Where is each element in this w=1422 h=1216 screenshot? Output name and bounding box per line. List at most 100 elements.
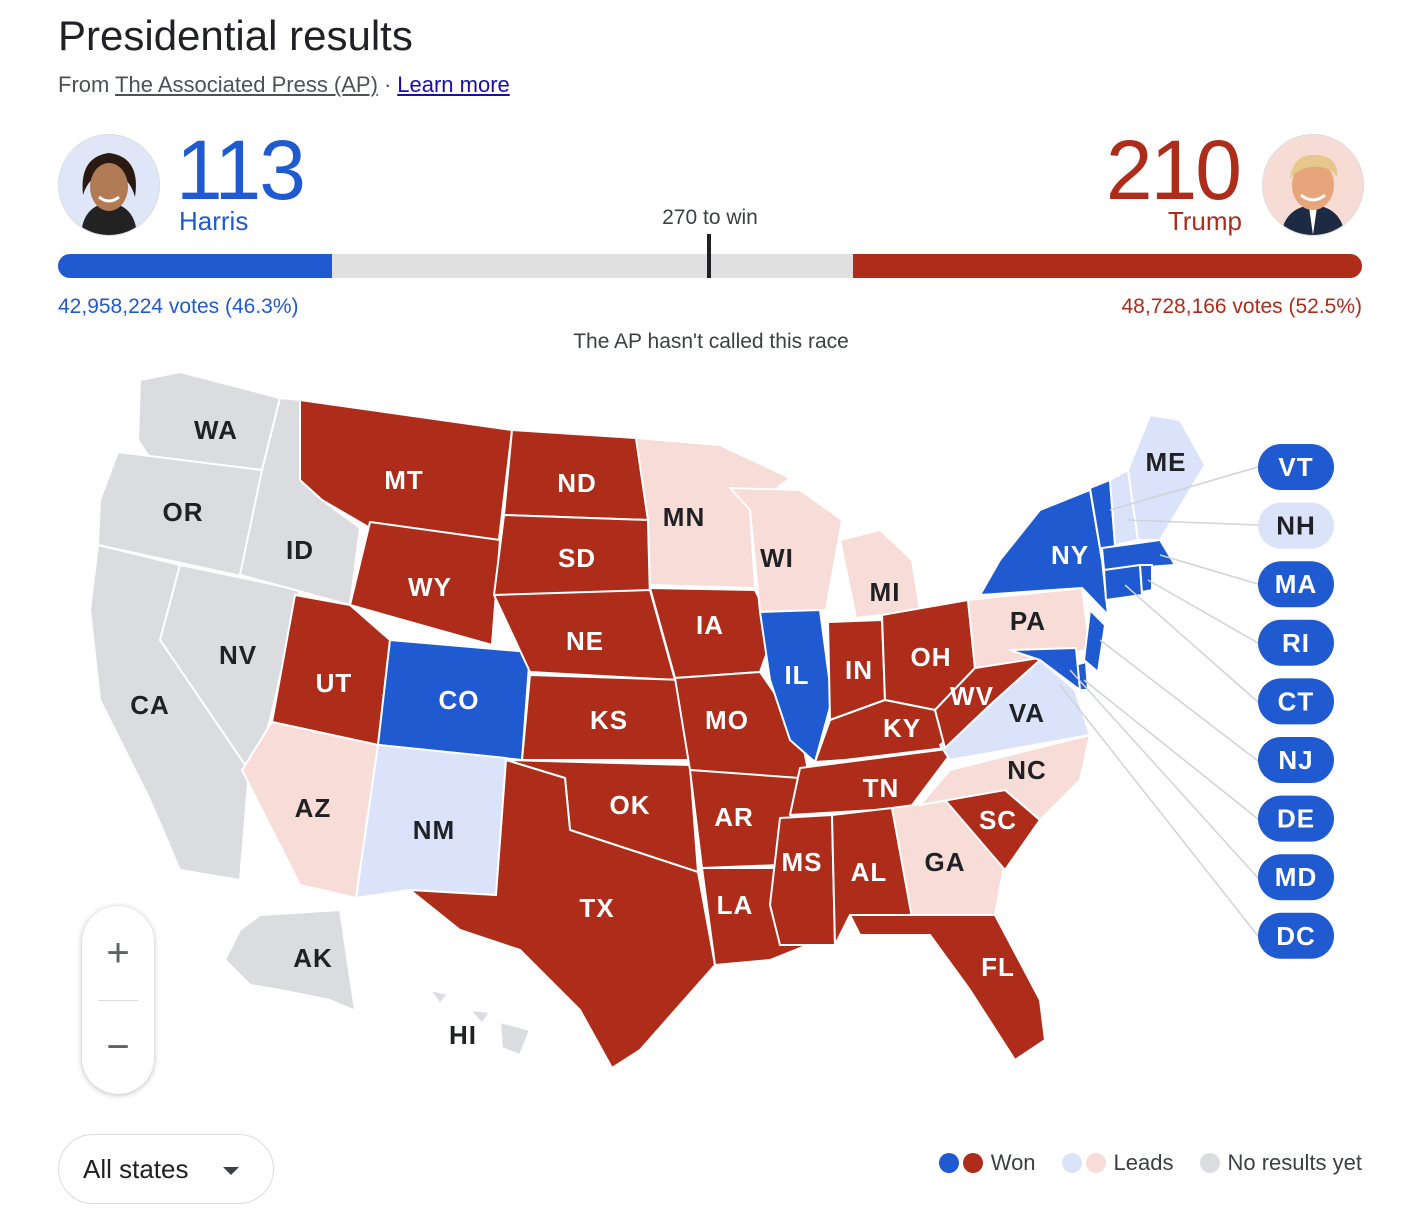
badge-label-nj: NJ [1278, 745, 1313, 775]
state-WY[interactable] [349, 521, 501, 646]
badge-label-de: DE [1277, 804, 1315, 834]
harris-avatar [58, 134, 160, 236]
state-label-ia: IA [696, 610, 724, 640]
state-TX[interactable] [409, 759, 716, 1069]
state-label-nd: ND [557, 468, 597, 498]
state-MI[interactable] [839, 529, 921, 619]
legend-leads-label: Leads [1113, 1150, 1174, 1175]
legend-no-results-label: No results yet [1227, 1150, 1363, 1175]
badge-pill-ma[interactable] [1258, 561, 1334, 608]
map-legend: Won Leads No results yet [913, 1150, 1362, 1176]
state-label-in: IN [845, 655, 873, 685]
badge-label-dc: DC [1276, 921, 1316, 951]
state-AK[interactable] [224, 909, 401, 1031]
state-label-tn: TN [863, 773, 900, 803]
harris-popular-votes: 42,958,224 votes (46.3%) [58, 295, 299, 318]
state-label-il: IL [784, 660, 809, 690]
badge-label-md: MD [1275, 862, 1317, 892]
state-MN[interactable] [635, 437, 791, 589]
source-from-label: From [58, 72, 110, 97]
badge-pill-md[interactable] [1258, 854, 1334, 901]
badge-nh[interactable]: NH [1258, 502, 1334, 549]
state-MD[interactable] [1009, 647, 1081, 691]
state-label-id: ID [286, 535, 314, 565]
badge-ma[interactable]: MA [1258, 561, 1334, 608]
zoom-divider [98, 1000, 138, 1001]
trump-name: Trump [1167, 206, 1242, 236]
state-MA[interactable] [1101, 539, 1176, 571]
trump-bar-fill [853, 254, 1362, 278]
source-separator: · [383, 72, 392, 97]
legend-no-results-dot [1199, 1153, 1220, 1173]
badge-pill-vt[interactable] [1258, 444, 1334, 490]
state-AZ[interactable] [241, 721, 379, 899]
badge-de[interactable]: DE [1258, 795, 1334, 842]
small-state-badges[interactable]: VT NH MA RI CT NJ DE MD DC [1258, 444, 1334, 959]
state-label-pa: PA [1010, 606, 1046, 636]
badge-ri[interactable]: RI [1258, 619, 1334, 666]
to-win-marker [707, 234, 711, 278]
state-NC[interactable] [919, 734, 1091, 821]
race-status: The AP hasn't called this race [573, 330, 849, 353]
badge-md[interactable]: MD [1258, 854, 1334, 901]
page-title: Presidential results [58, 12, 413, 59]
zoom-out-button[interactable]: − [106, 1024, 130, 1069]
state-filter-dropdown[interactable]: All states [58, 1134, 274, 1204]
state-ME[interactable] [1127, 414, 1206, 541]
badge-vt[interactable]: VT [1258, 444, 1334, 490]
state-NJ[interactable] [1083, 609, 1106, 673]
badge-ct[interactable]: CT [1258, 678, 1334, 725]
state-label-mi: MI [870, 577, 901, 607]
badge-label-ri: RI [1282, 628, 1310, 658]
badge-pill-de[interactable] [1258, 795, 1334, 842]
legend-won: Won [938, 1150, 1036, 1176]
state-WI[interactable] [729, 487, 843, 613]
state-RI[interactable] [1139, 564, 1153, 593]
badge-label-vt: VT [1278, 452, 1313, 482]
badge-pill-nh[interactable] [1258, 502, 1334, 549]
state-label-la: LA [717, 890, 754, 920]
state-label-oh: OH [911, 642, 952, 672]
badge-pill-nj[interactable] [1258, 737, 1334, 783]
badge-pill-ct[interactable] [1258, 678, 1334, 725]
state-label-wi: WI [760, 543, 794, 573]
state-label-az: AZ [295, 793, 332, 823]
state-label-sd: SD [558, 543, 596, 573]
state-filter-value: All states [83, 1153, 189, 1184]
badge-pill-dc[interactable] [1258, 912, 1334, 959]
state-label-tx: TX [579, 893, 614, 923]
legend-no-results: No results yet [1199, 1150, 1363, 1176]
us-electoral-map[interactable]: WA OR CA NV ID MT WY UT AZ CO NM ND SD NE KS OK TX MN IA MO… [0, 360, 1422, 1100]
state-label-wa: WA [194, 415, 238, 445]
badge-dc[interactable]: DC [1258, 912, 1334, 959]
state-HI[interactable] [429, 989, 531, 1056]
state-label-sc: SC [979, 805, 1017, 835]
state-label-ga: GA [925, 847, 966, 877]
state-label-al: AL [851, 857, 888, 887]
zoom-in-button[interactable]: + [106, 930, 130, 975]
legend-rep-won-dot [962, 1153, 983, 1173]
state-label-co: CO [439, 685, 480, 715]
leader-lines [1059, 466, 1259, 937]
harris-name: Harris [179, 206, 249, 236]
badge-nj[interactable]: NJ [1258, 737, 1334, 783]
badge-label-ma: MA [1275, 569, 1317, 599]
state-FL[interactable] [849, 914, 1046, 1061]
state-label-ak: AK [293, 943, 333, 973]
state-label-ky: KY [883, 713, 921, 743]
state-label-nm: NM [413, 815, 455, 845]
state-MS[interactable] [769, 814, 836, 946]
to-win-label: 270 to win [662, 206, 758, 229]
state-label-ca: CA [130, 690, 170, 720]
learn-more-link[interactable]: Learn more [397, 72, 510, 97]
source-ap-link[interactable]: The Associated Press (AP) [115, 72, 378, 97]
legend-rep-leads-dot [1085, 1153, 1106, 1173]
state-label-ar: AR [714, 802, 754, 832]
state-label-nv: NV [219, 640, 257, 670]
trump-avatar [1262, 134, 1364, 236]
state-label-me: ME [1146, 447, 1187, 477]
state-label-ne: NE [566, 626, 604, 656]
trump-electoral-votes: 210 [1105, 123, 1242, 217]
state-label-mo: MO [705, 705, 749, 735]
badge-pill-ri[interactable] [1258, 619, 1334, 666]
